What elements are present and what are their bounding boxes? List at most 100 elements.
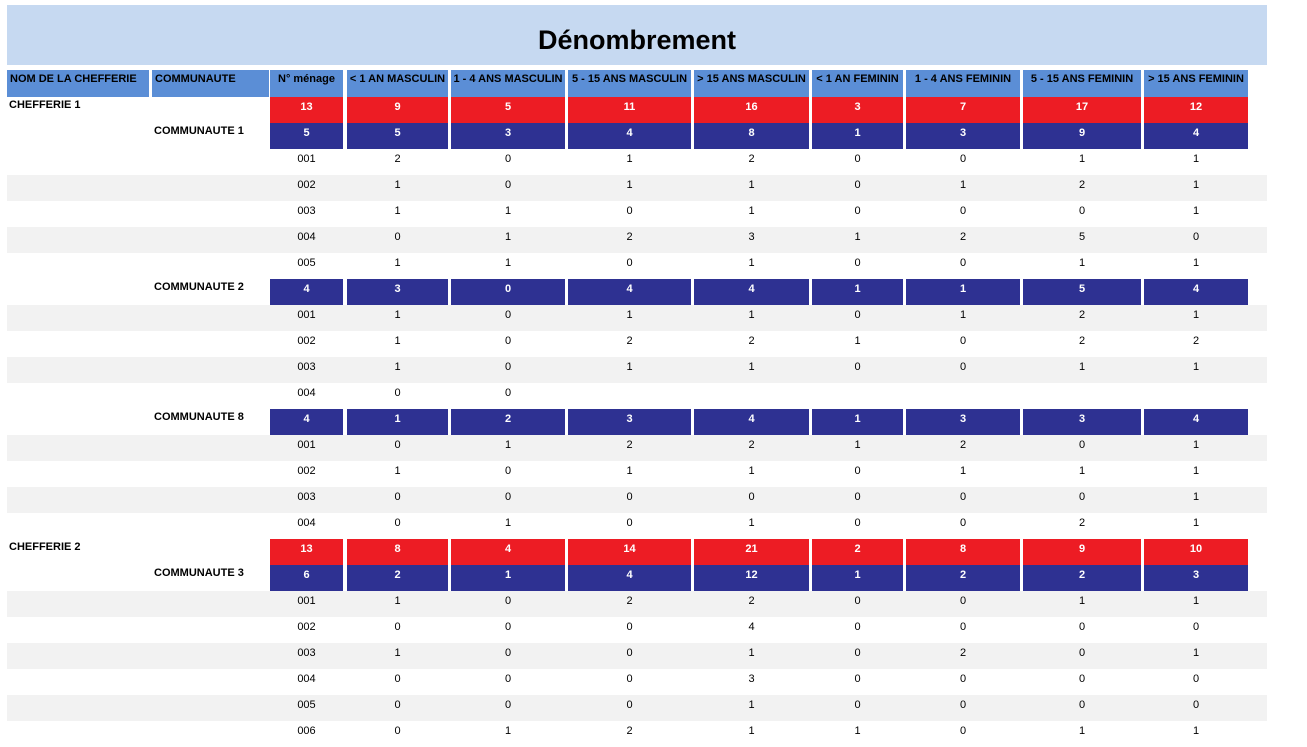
count-cell: 1 [1192,595,1200,607]
communaute-total-cell: 3 [1023,409,1141,435]
menage-number: 001 [297,153,316,165]
count-cell: 1 [1078,595,1086,607]
table-row: 002 1 0 1 1 0 1 2 1 [7,175,1267,201]
count-cell: 1 [1192,491,1200,503]
chefferie-total-cell: 10 [1144,539,1248,565]
count-cell: 1 [1192,439,1200,451]
count-cell: 0 [394,725,401,737]
count-cell: 1 [504,439,512,451]
menage-number: 002 [297,335,316,347]
count-cell: 0 [504,699,512,711]
count-cell: 0 [854,361,861,373]
communaute-total-cell: 5 [270,123,343,149]
count-cell: 0 [854,621,861,633]
menage-number: 005 [297,257,316,269]
communaute-total-cell: 1 [906,279,1020,305]
count-cell: 1 [394,647,401,659]
count-cell: 1 [626,309,633,321]
table-row: 006 0 1 2 1 1 0 1 1 [7,721,1267,747]
count-cell: 1 [394,335,401,347]
count-cell: 0 [394,387,401,399]
count-cell: 1 [394,205,401,217]
communaute-total-cell: 1 [812,279,903,305]
communaute-total-cell: 1 [347,409,448,435]
chefferie-total-cell: 4 [451,539,565,565]
chefferie-total-cell: 12 [1144,97,1248,123]
count-cell: 0 [1192,699,1200,711]
count-cell: 0 [1078,491,1086,503]
communaute-total-cell: 4 [1144,123,1248,149]
communaute-total-cell: 2 [451,409,565,435]
count-cell: 2 [959,439,967,451]
communaute-total-cell: 4 [1144,409,1248,435]
count-cell: 1 [854,335,861,347]
count-cell: 2 [626,439,633,451]
count-cell: 3 [748,231,755,243]
count-cell: 1 [1078,257,1086,269]
menage-number: 003 [297,205,316,217]
count-cell: 0 [626,673,633,685]
count-cell: 0 [959,725,967,737]
count-cell: 2 [748,439,755,451]
table-row: 004 0 0 0 3 0 0 0 0 [7,669,1267,695]
table-row: 003 1 0 0 1 0 2 0 1 [7,643,1267,669]
communaute-name: COMMUNAUTE 2 [154,281,244,293]
communaute-total-cell: 2 [347,565,448,591]
table-row: 004 0 0 [7,383,1267,409]
communaute-total-cell: 4 [694,279,809,305]
count-cell: 0 [626,517,633,529]
count-cell: 0 [394,517,401,529]
column-header: N° ménage [270,70,343,97]
count-cell: 0 [504,309,512,321]
count-cell: 1 [748,699,755,711]
communaute-total-cell: 1 [812,565,903,591]
chefferie-total-cell: 14 [568,539,691,565]
count-cell: 0 [394,699,401,711]
count-cell: 0 [1192,231,1200,243]
count-cell: 1 [394,361,401,373]
count-cell [568,383,691,409]
count-cell: 2 [1078,335,1086,347]
count-cell: 5 [1078,231,1086,243]
count-cell: 1 [1192,725,1200,737]
count-cell: 1 [748,205,755,217]
count-cell: 0 [959,335,967,347]
communaute-total-cell: 4 [270,409,343,435]
page-title: Dénombrement [537,24,737,55]
chefferie-total-cell: 17 [1023,97,1141,123]
chefferie-total-cell: 21 [694,539,809,565]
count-cell: 2 [626,231,633,243]
count-cell: 1 [626,153,633,165]
communaute-total-cell: 4 [568,565,691,591]
count-cell: 1 [748,257,755,269]
chefferie-total-cell: 9 [1023,539,1141,565]
count-cell: 0 [504,335,512,347]
communaute-total-cell: 12 [694,565,809,591]
menage-number: 005 [297,699,316,711]
column-header: > 15 ANS MASCULIN [694,70,809,97]
table-row: 003 1 0 1 1 0 0 1 1 [7,357,1267,383]
count-cell: 2 [1078,309,1086,321]
communaute-name: COMMUNAUTE 3 [154,567,244,579]
communaute-name: COMMUNAUTE 1 [154,125,244,137]
count-cell: 0 [1078,439,1086,451]
count-cell: 1 [1192,647,1200,659]
chefferie-total-cell: 9 [347,97,448,123]
count-cell [906,383,1020,409]
count-cell: 2 [959,231,967,243]
count-cell: 1 [959,465,967,477]
count-cell: 0 [1192,621,1200,633]
count-cell: 1 [748,309,755,321]
count-cell: 2 [626,595,633,607]
column-header: > 15 ANS FEMININ [1144,70,1248,97]
count-cell [1144,383,1248,409]
menage-number: 003 [297,491,316,503]
chefferie-total-cell: 8 [906,539,1020,565]
count-cell: 1 [748,647,755,659]
count-cell: 1 [1078,725,1086,737]
menage-number: 001 [297,439,316,451]
communaute-total-cell: 3 [451,123,565,149]
count-cell: 1 [504,257,512,269]
count-cell: 2 [748,595,755,607]
count-cell: 1 [748,725,755,737]
